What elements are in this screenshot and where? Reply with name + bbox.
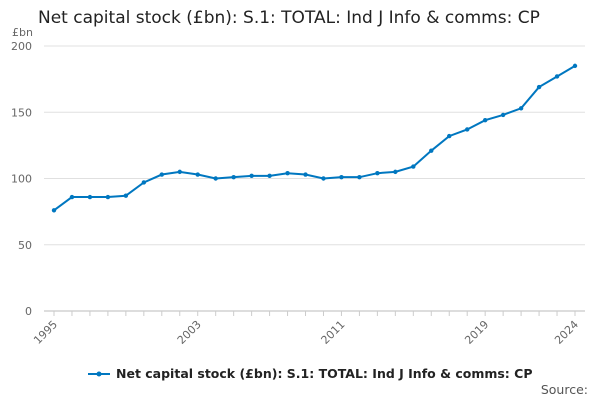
- data-point: [429, 148, 434, 153]
- x-tick-label: 2019: [462, 318, 491, 347]
- data-point: [231, 174, 236, 180]
- data-point: [321, 176, 326, 181]
- series-line: [53, 65, 576, 212]
- y-tick-label: 50: [18, 239, 32, 252]
- data-point: [482, 118, 488, 123]
- data-point: [572, 63, 578, 69]
- data-point: [249, 173, 254, 179]
- data-point: [500, 112, 506, 118]
- data-point: [339, 174, 344, 180]
- data-point: [69, 194, 75, 200]
- data-point: [159, 172, 164, 177]
- data-point: [536, 84, 542, 90]
- data-point: [375, 171, 380, 176]
- data-point: [411, 164, 416, 169]
- data-point: [177, 169, 182, 175]
- y-tick-label: 100: [11, 173, 32, 186]
- legend-label: Net capital stock (£bn): S.1: TOTAL: Ind…: [116, 366, 533, 381]
- data-point: [51, 208, 57, 213]
- data-point: [285, 171, 290, 176]
- data-point: [447, 133, 452, 139]
- x-tick-label: 2011: [319, 318, 348, 347]
- data-point: [141, 180, 147, 185]
- y-axis-label: £bn: [12, 26, 33, 39]
- y-tick-label: 0: [25, 305, 32, 318]
- data-point: [393, 169, 398, 175]
- data-point: [213, 176, 218, 181]
- data-point: [357, 174, 362, 180]
- data-point: [465, 127, 470, 132]
- data-point: [123, 193, 129, 198]
- x-tick-label: 2003: [175, 318, 204, 347]
- legend-line-icon: [88, 371, 110, 376]
- data-point: [518, 106, 524, 111]
- x-tick-label: 1995: [31, 318, 60, 347]
- source-label: Source:: [540, 382, 588, 397]
- data-point: [87, 194, 93, 200]
- data-point: [105, 194, 111, 200]
- x-tick-label: 2024: [552, 318, 581, 347]
- legend: Net capital stock (£bn): S.1: TOTAL: Ind…: [88, 366, 533, 381]
- chart-title: Net capital stock (£bn): S.1: TOTAL: Ind…: [38, 8, 540, 28]
- y-tick-label: 150: [11, 106, 32, 119]
- data-point: [303, 172, 308, 177]
- data-point: [267, 173, 272, 179]
- y-tick-label: 200: [11, 40, 32, 53]
- data-point: [554, 74, 560, 79]
- data-point: [195, 172, 200, 177]
